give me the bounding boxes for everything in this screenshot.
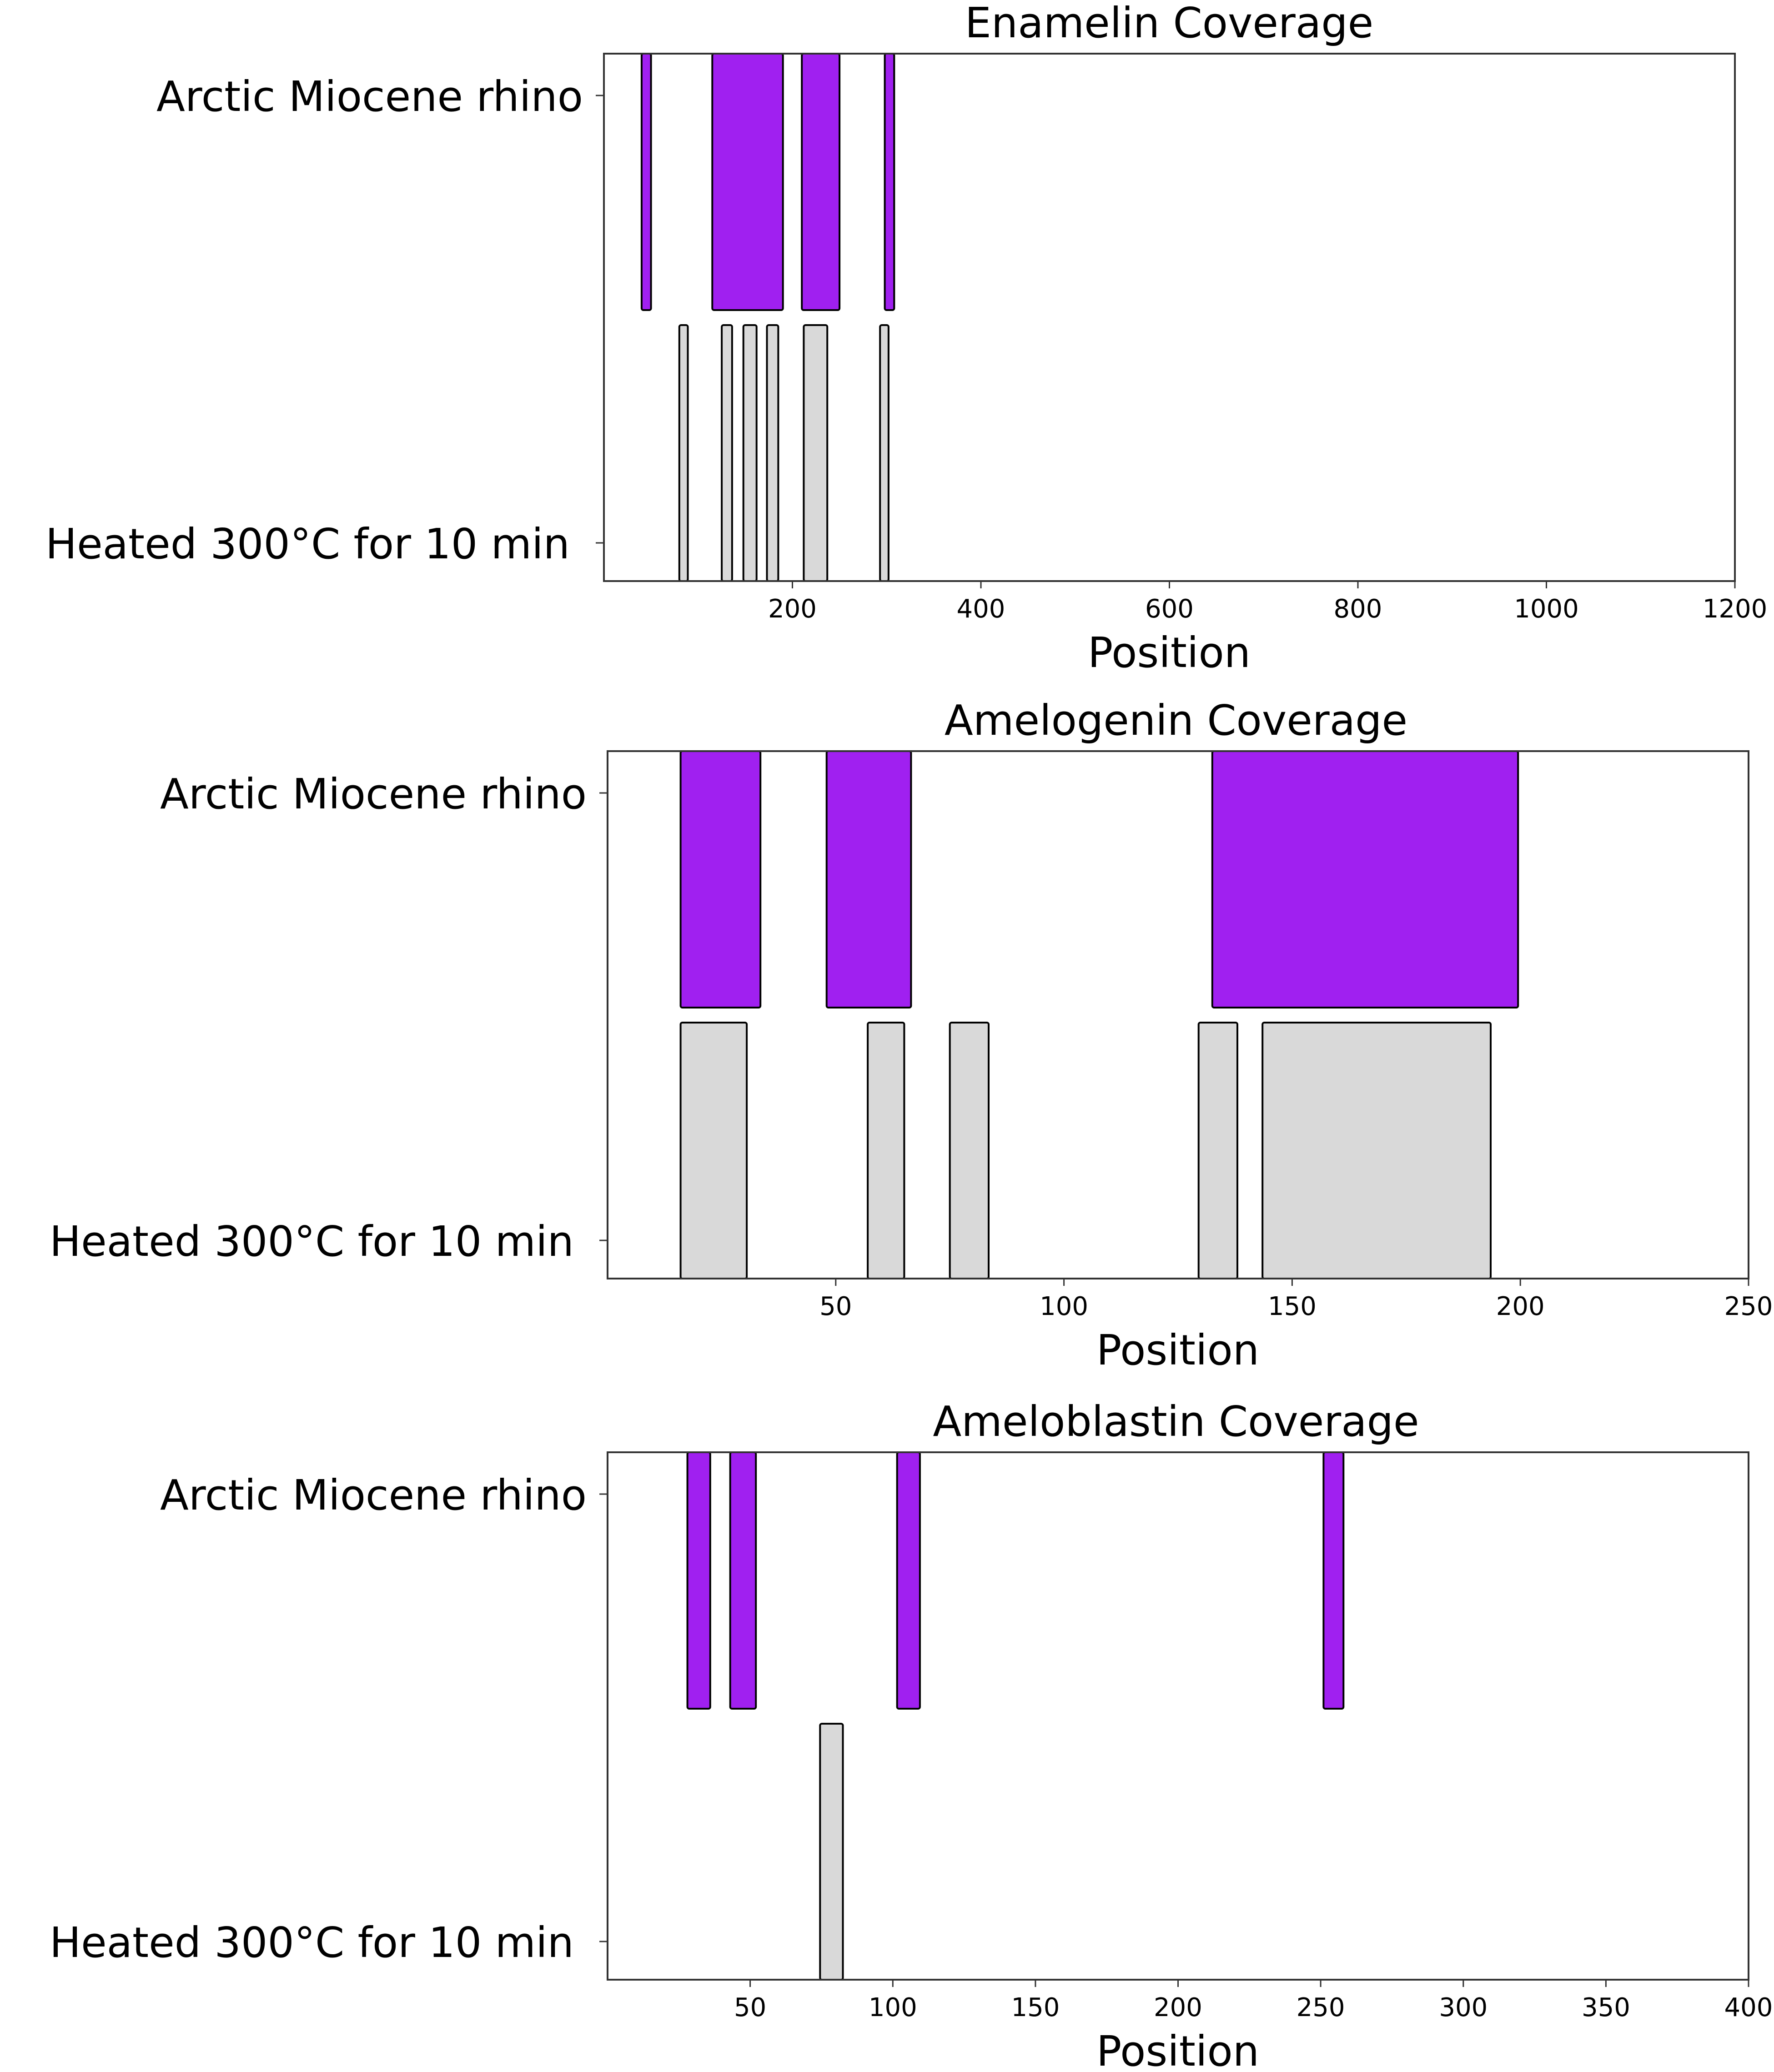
ameloblastin-xtick-label-250: 250 xyxy=(1297,1993,1345,2022)
amelogenin-xlabel: Position xyxy=(1096,1326,1259,1375)
enamelin-bar-arctic-2 xyxy=(711,53,784,311)
enamelin-title: Enamelin Coverage xyxy=(965,0,1373,47)
ameloblastin-xtick-label-350: 350 xyxy=(1582,1993,1630,2022)
amelogenin-xtick-label-100: 100 xyxy=(1040,1292,1088,1321)
amelogenin-xticks: 50 100 150 200 250 xyxy=(819,1279,1773,1321)
enamelin-row-label-arctic: Arctic Miocene rhino xyxy=(156,72,583,121)
enamelin-bar-arctic-4 xyxy=(884,53,895,311)
enamelin-xtick-label-1200: 1200 xyxy=(1703,594,1768,624)
amelogenin-xtick-label-50: 50 xyxy=(819,1292,852,1321)
enamelin-bar-heated-5 xyxy=(803,324,829,582)
enamelin-xticks: 200 400 600 800 1000 1200 xyxy=(768,581,1767,624)
enamelin-axes-frame xyxy=(603,53,1736,582)
ameloblastin-row-label-heated: Heated 300°C for 10 min xyxy=(50,1918,574,1967)
ameloblastin-xticks: 50 100 150 200 250 300 350 400 xyxy=(734,1980,1773,2022)
ameloblastin-xtick-label-50: 50 xyxy=(734,1993,766,2022)
ameloblastin-title: Ameloblastin Coverage xyxy=(933,1397,1419,1446)
amelogenin-bar-heated-1 xyxy=(679,1022,748,1279)
ameloblastin-xtick-label-400: 400 xyxy=(1724,1993,1773,2022)
ameloblastin-xtick-label-150: 150 xyxy=(1011,1993,1060,2022)
amelogenin-panel: Amelogenin Coverage Arctic Miocene rhino… xyxy=(50,696,1773,1375)
ameloblastin-panel: Ameloblastin Coverage Arctic Miocene rhi… xyxy=(50,1397,1773,2072)
ameloblastin-bar-arctic-2 xyxy=(729,1451,757,1710)
enamelin-xlabel: Position xyxy=(1088,628,1251,677)
amelogenin-xtick-label-250: 250 xyxy=(1724,1292,1773,1321)
amelogenin-xtick-label-200: 200 xyxy=(1496,1292,1545,1321)
enamelin-bar-arctic-1 xyxy=(640,53,652,311)
enamelin-bar-heated-1 xyxy=(678,324,689,582)
enamelin-xtick-label-400: 400 xyxy=(957,594,1005,624)
ameloblastin-bar-arctic-4 xyxy=(1322,1451,1345,1710)
enamelin-bar-heated-4 xyxy=(766,324,779,582)
enamelin-xtick-label-800: 800 xyxy=(1334,594,1382,624)
amelogenin-bar-arctic-3 xyxy=(1211,750,1519,1008)
amelogenin-bar-heated-5 xyxy=(1261,1022,1492,1279)
amelogenin-bar-arctic-2 xyxy=(825,750,912,1008)
ameloblastin-bar-arctic-3 xyxy=(896,1451,921,1710)
enamelin-bar-heated-2 xyxy=(721,324,733,582)
amelogenin-title: Amelogenin Coverage xyxy=(945,696,1407,745)
amelogenin-axes-frame xyxy=(607,750,1749,1279)
amelogenin-row-label-arctic: Arctic Miocene rhino xyxy=(160,770,587,818)
ameloblastin-row-label-arctic: Arctic Miocene rhino xyxy=(160,1471,587,1520)
amelogenin-bar-heated-4 xyxy=(1197,1022,1238,1279)
ameloblastin-bar-heated-1 xyxy=(819,1723,844,1981)
ameloblastin-xtick-label-200: 200 xyxy=(1154,1993,1202,2022)
enamelin-row-label-heated: Heated 300°C for 10 min xyxy=(45,520,570,568)
ameloblastin-axes-frame xyxy=(607,1451,1749,1981)
ameloblastin-xtick-label-100: 100 xyxy=(869,1993,917,2022)
enamelin-bar-heated-3 xyxy=(742,324,758,582)
ameloblastin-xtick-label-300: 300 xyxy=(1439,1993,1488,2022)
amelogenin-xtick-label-150: 150 xyxy=(1268,1292,1317,1321)
amelogenin-bar-heated-2 xyxy=(867,1022,905,1279)
ameloblastin-bars xyxy=(686,1451,1345,1981)
amelogenin-bar-heated-3 xyxy=(949,1022,990,1279)
enamelin-bar-arctic-3 xyxy=(801,53,841,311)
amelogenin-bar-arctic-1 xyxy=(679,750,762,1008)
enamelin-xtick-label-1000: 1000 xyxy=(1514,594,1579,624)
enamelin-panel: Enamelin Coverage Arctic Miocene rhino H… xyxy=(45,0,1767,677)
enamelin-xtick-label-200: 200 xyxy=(768,594,817,624)
ameloblastin-xlabel: Position xyxy=(1096,2027,1259,2072)
amelogenin-bars xyxy=(679,750,1519,1279)
enamelin-bar-heated-6 xyxy=(879,324,890,582)
enamelin-xtick-label-600: 600 xyxy=(1145,594,1194,624)
amelogenin-row-label-heated: Heated 300°C for 10 min xyxy=(50,1217,574,1266)
ameloblastin-bar-arctic-1 xyxy=(686,1451,711,1710)
